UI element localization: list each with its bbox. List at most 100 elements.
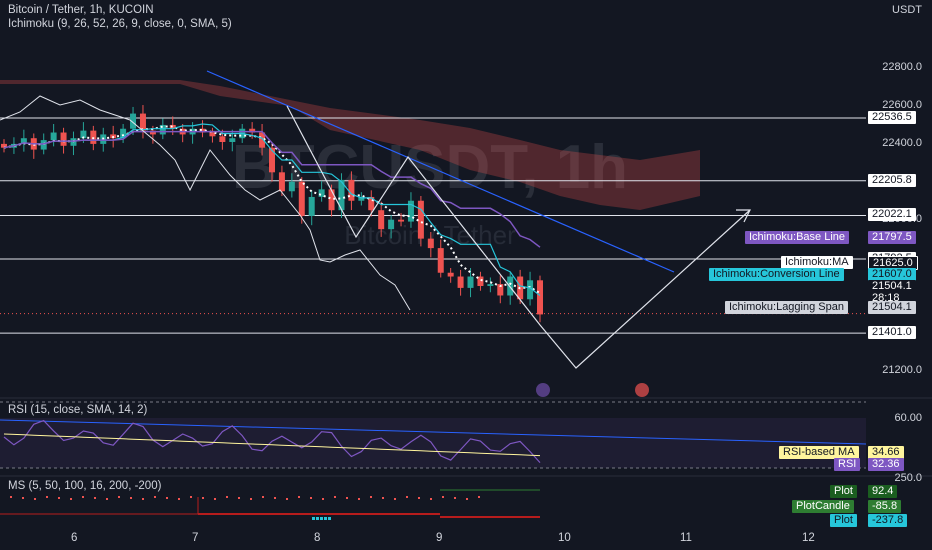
price-tick-label: 22800.0 [882,61,922,74]
ms-dot [334,496,336,498]
price-level-tag: 22205.8 [868,173,916,187]
ms-dot [166,497,168,499]
candle-body [209,132,216,137]
ms-dot [94,497,96,499]
currency-label: USDT [892,4,922,16]
candle-body [149,130,156,135]
price-tick-label: 21200.0 [882,364,922,377]
candle-body [278,172,285,192]
rsi-trendline [0,419,867,445]
ichimoku-lagging-span-tag: Ichimoku:Lagging Span [725,301,848,314]
ms-tick-250: 250.0 [894,472,922,484]
candle-body [407,200,414,222]
ms-dot [34,498,36,500]
ms-dot [178,498,180,500]
candle-body [378,210,385,230]
candle-body [527,280,534,300]
last-price-value: 21504.1 [872,280,912,292]
ms-dot [310,497,312,499]
candle-body [298,181,305,216]
event-flash-icon [536,383,550,397]
ichimoku-ma-value: 21625.0 [868,256,918,270]
ichimoku-ma-tag: Ichimoku:MA [781,256,853,269]
ms-plot2-tag: Plot [830,514,857,527]
ms-legend: MS (5, 50, 100, 16, 200, -200) [8,480,162,492]
x-tick-label: 7 [192,532,199,544]
ms-dot [10,496,12,498]
candle-body [120,128,127,139]
ms-dot [454,497,456,499]
candle-body [437,248,444,273]
price-tick-label: 22600.0 [882,99,922,111]
x-tick-label: 8 [314,532,321,544]
ms-plot2-value: -237.8 [868,514,908,527]
candle-body [50,132,57,141]
candle-body [139,113,146,131]
candle-body [447,272,454,277]
ms-dot [22,497,24,499]
ms-dot [106,498,108,500]
candle-body [388,219,395,230]
ms-dot [466,498,468,500]
ms-dot [58,497,60,499]
ms-dot [70,498,72,500]
ms-dot [274,497,276,499]
x-tick-label: 10 [558,532,571,544]
ms-signal-dot [320,517,323,520]
x-tick-label: 9 [436,532,443,544]
candle-body [338,179,345,211]
ms-dot [394,498,396,500]
candle-body [199,128,206,133]
ms-signal-dot [324,517,327,520]
ms-dot [82,496,84,498]
ms-plot-tag: Plot [830,485,857,498]
ichimoku-conversion-line-value: 21607.0 [868,268,916,281]
candle-body [60,132,67,146]
x-tick-label: 11 [680,532,692,544]
candle-body [348,179,355,201]
ms-dot [418,497,420,499]
ms-dot [250,498,252,500]
candle-body [358,196,365,201]
x-tick-label: 12 [802,532,815,544]
rsi-tag: RSI [834,458,861,471]
ms-dot [154,496,156,498]
candle-body [477,276,484,286]
ms-dot [46,496,48,498]
candle-body [457,276,464,288]
ichimoku-lagging-span [0,95,411,311]
ms-dot [286,498,288,500]
price-level-tag: 22022.1 [868,208,916,222]
ms-plot-value: 92.4 [868,485,898,498]
ichimoku-lagging-span-value: 21504.1 [868,301,916,314]
chart-title: Bitcoin / Tether, 1h, KUCOIN [8,4,154,16]
candle-body [219,136,226,142]
candle-body [537,280,543,315]
rsi-band [0,418,866,468]
rsi-line [3,419,541,464]
ms-dot [226,496,228,498]
candle-body [487,284,494,286]
trendline [206,70,675,273]
candle-body [169,124,176,129]
rsi-tick-60: 60.00 [894,412,922,424]
candle-body [20,138,27,144]
candle-body [507,276,514,296]
ms-dot [118,496,120,498]
projection-path [286,105,751,369]
ichimoku-base-line [3,130,541,248]
ms-dot [238,497,240,499]
ms-dot [382,497,384,499]
ichimoku-legend: Ichimoku (9, 26, 52, 26, 9, close, 0, SM… [8,18,232,30]
price-level-tag: 21401.0 [868,326,916,340]
ms-dot [358,498,360,500]
projection-arrowhead [736,209,751,223]
ms-dot [430,498,432,500]
ms-signal-dot [316,517,319,520]
ms-signal-dot [312,517,315,520]
price-tick-label: 22400.0 [882,136,922,149]
candle-body [1,143,7,148]
ms-dot [262,496,264,498]
candle-body [259,132,266,148]
candle-body [159,124,166,135]
